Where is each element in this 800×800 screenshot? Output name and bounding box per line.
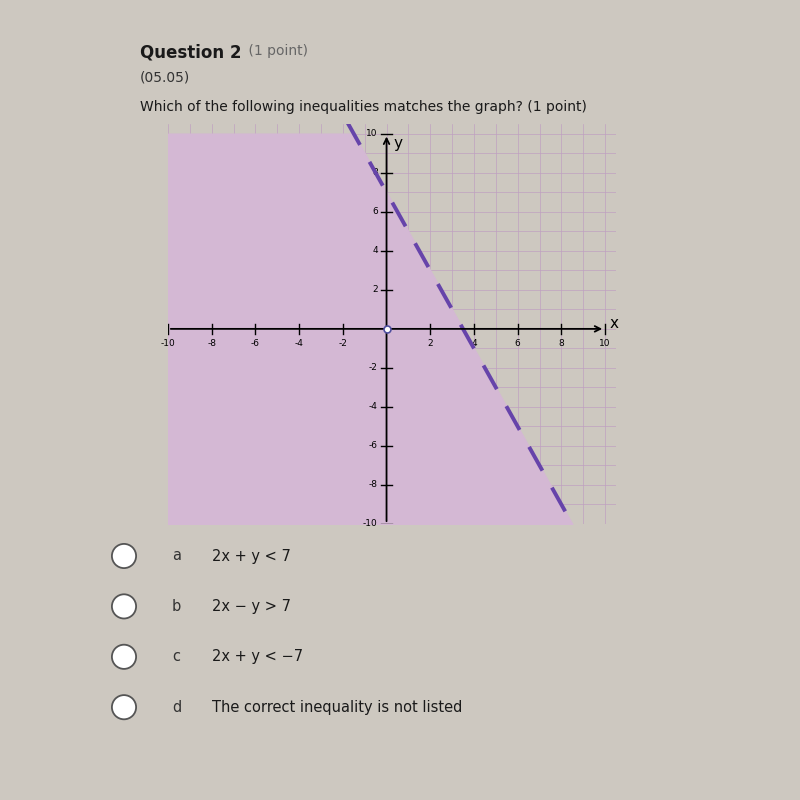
Text: 10: 10 (366, 130, 378, 138)
Circle shape (112, 544, 136, 568)
Circle shape (112, 695, 136, 719)
Text: d: d (172, 700, 182, 714)
Text: -4: -4 (294, 338, 303, 348)
Text: 4: 4 (372, 246, 378, 255)
Text: (05.05): (05.05) (140, 70, 190, 84)
Text: -10: -10 (161, 338, 175, 348)
Text: Which of the following inequalities matches the graph? (1 point): Which of the following inequalities matc… (140, 100, 587, 114)
Text: y: y (393, 136, 402, 150)
Text: 8: 8 (372, 168, 378, 178)
Circle shape (112, 594, 136, 618)
Text: -6: -6 (251, 338, 260, 348)
Text: -8: -8 (207, 338, 216, 348)
Text: a: a (172, 549, 181, 563)
Text: 2x − y > 7: 2x − y > 7 (212, 599, 291, 614)
Text: The correct inequality is not listed: The correct inequality is not listed (212, 700, 462, 714)
Text: x: x (610, 315, 618, 330)
Text: 2x + y < 7: 2x + y < 7 (212, 549, 291, 563)
Text: 2x + y < −7: 2x + y < −7 (212, 650, 303, 664)
Text: 2: 2 (372, 286, 378, 294)
Text: Question 2: Question 2 (140, 44, 242, 62)
Text: 10: 10 (599, 338, 611, 348)
Circle shape (112, 645, 136, 669)
Text: b: b (172, 599, 182, 614)
Text: -6: -6 (369, 442, 378, 450)
Text: -2: -2 (369, 363, 378, 373)
Text: 4: 4 (471, 338, 477, 348)
Text: 2: 2 (427, 338, 433, 348)
Text: (1 point): (1 point) (244, 44, 308, 58)
Text: -8: -8 (369, 481, 378, 490)
Text: -2: -2 (338, 338, 347, 348)
Text: -10: -10 (363, 519, 378, 529)
Text: c: c (172, 650, 180, 664)
Text: 6: 6 (514, 338, 521, 348)
Text: 6: 6 (372, 207, 378, 216)
Text: -4: -4 (369, 402, 378, 411)
Text: 8: 8 (558, 338, 564, 348)
